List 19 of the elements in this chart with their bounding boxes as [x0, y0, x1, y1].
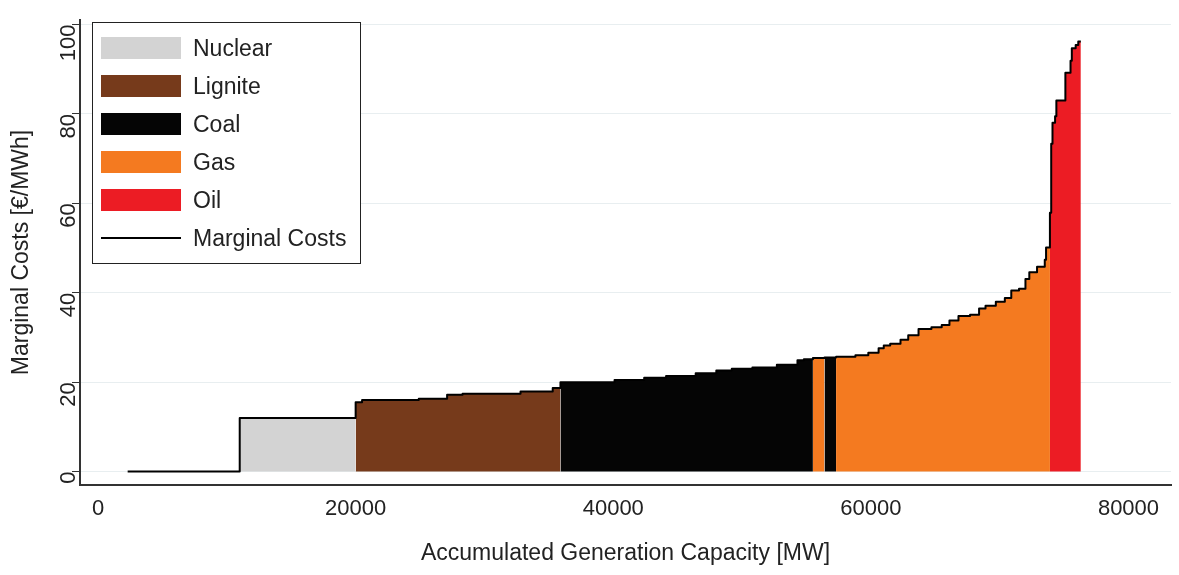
legend-label: Nuclear [193, 34, 273, 62]
legend-label: Gas [193, 148, 236, 176]
x-tick-label: 80000 [1097, 495, 1160, 521]
x-tick-label: 0 [91, 495, 105, 521]
x-tick-label: 40000 [582, 495, 644, 521]
y-axis-title: Marginal Costs [€/MWh] [7, 129, 34, 376]
y-tick-label: 60 [55, 203, 81, 228]
x-tick-label: 20000 [325, 495, 387, 521]
legend-label: Lignite [193, 72, 261, 100]
legend-label: Coal [193, 110, 241, 138]
x-axis-title: Accumulated Generation Capacity [MW] [420, 538, 831, 565]
x-tick-label: 60000 [840, 495, 902, 521]
legend-label: Oil [193, 186, 222, 214]
y-tick-label: 80 [55, 113, 81, 139]
legend-label: Marginal Costs [193, 224, 347, 252]
y-tick-label: 40 [55, 292, 81, 318]
y-tick-label: 20 [55, 382, 81, 407]
y-tick-label: 0 [55, 471, 81, 484]
y-tick-label: 100 [55, 24, 81, 62]
